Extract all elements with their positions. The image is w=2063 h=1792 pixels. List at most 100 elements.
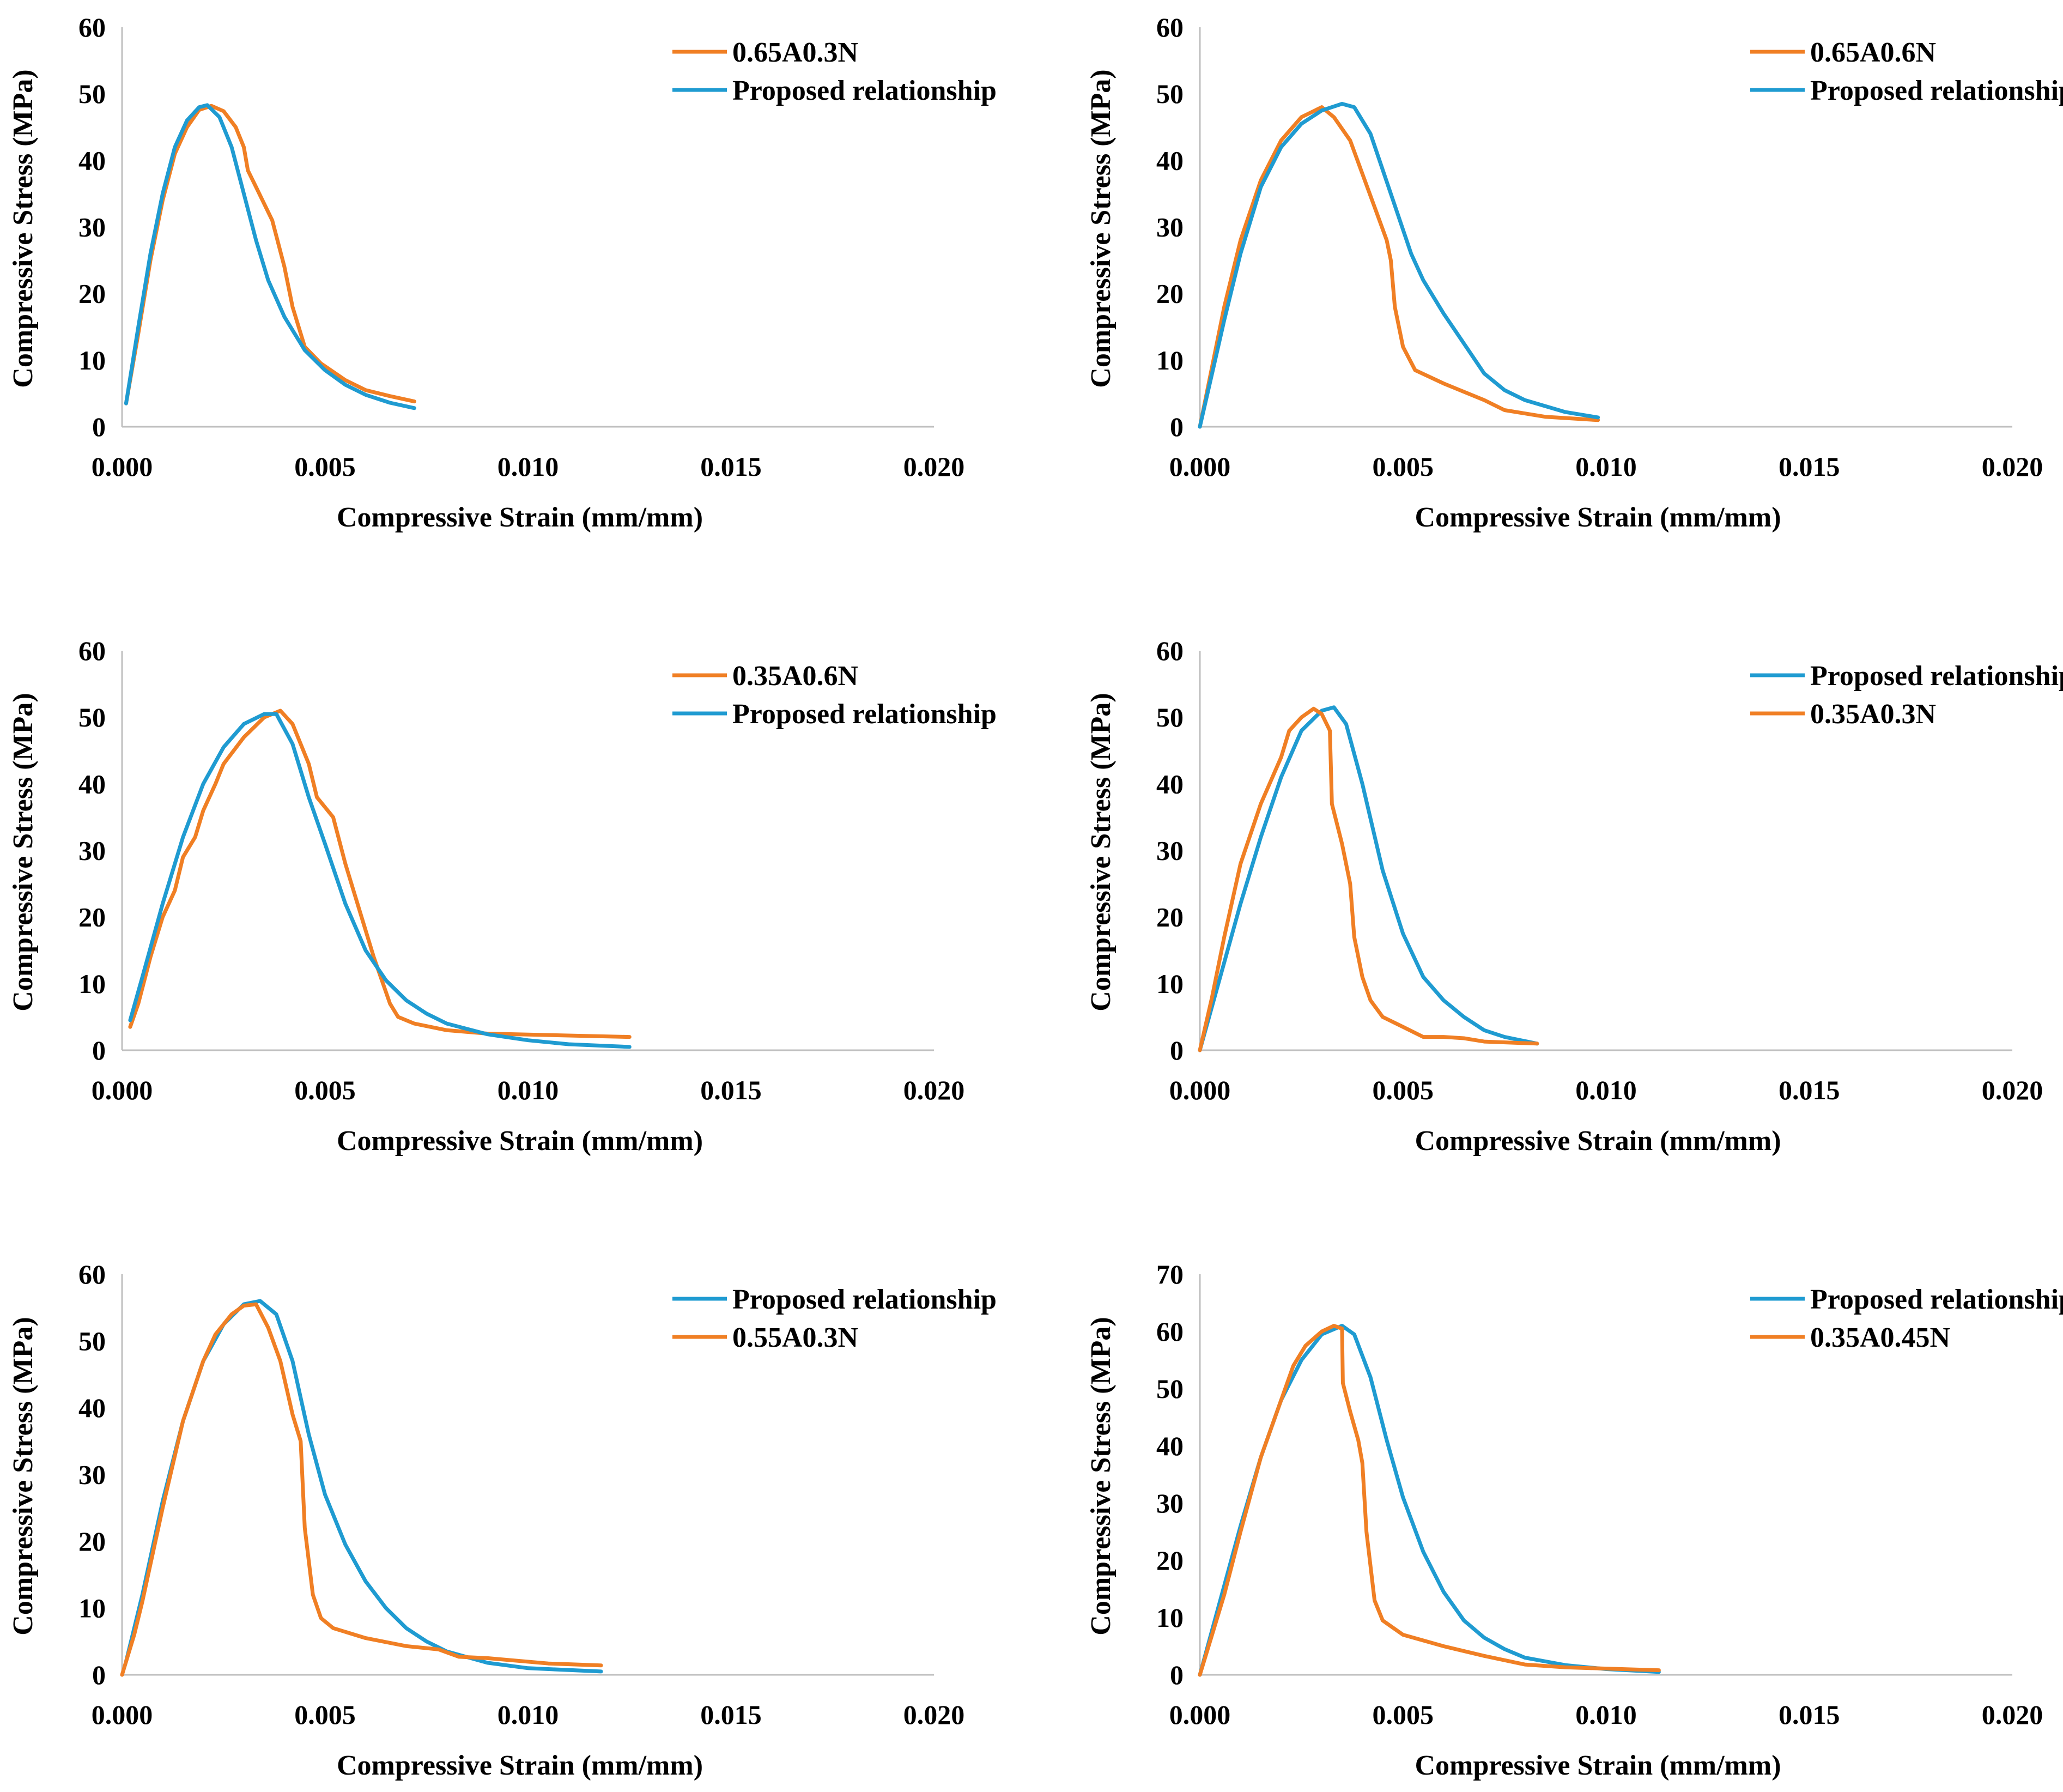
x-tick-label: 0.000 — [1169, 1075, 1231, 1105]
series-line-blue — [128, 712, 632, 1049]
legend-label: 0.35A0.6N — [732, 661, 858, 692]
y-tick-label: 30 — [78, 1460, 106, 1490]
x-tick-label: 0.015 — [700, 451, 762, 482]
y-tick-label: 60 — [1156, 635, 1184, 666]
y-tick-label: 40 — [78, 768, 106, 799]
legend-label: 0.55A0.3N — [732, 1322, 858, 1353]
y-tick-label: 60 — [1156, 1316, 1184, 1347]
legend-label: Proposed relationship — [1810, 75, 2063, 106]
x-tick-label: 0.010 — [1575, 451, 1637, 482]
x-tick-label: 0.010 — [1575, 1075, 1637, 1105]
legend-label: 0.65A0.3N — [732, 37, 858, 68]
y-tick-label: 30 — [78, 212, 106, 243]
chart-top-right: 0.000 0.005 0.010 0.015 0.020 0 10 20 30 40 50 60 Co… — [1085, 12, 2063, 533]
legend-label: 0.65A0.6N — [1810, 37, 1936, 68]
y-axis-title: Compressive Stress (MPa) — [1085, 1317, 1117, 1635]
y-axis-title: Compressive Stress (MPa) — [8, 693, 39, 1011]
y-tick-label: 0 — [1170, 1660, 1184, 1690]
x-tick-label: 0.000 — [92, 451, 153, 482]
chart-top-left: 0.000 0.005 0.010 0.015 0.020 0 10 20 30 40 50 60 Co… — [8, 12, 997, 533]
series-line-orange — [1198, 105, 1600, 429]
x-axis-title: Compressive Strain (mm/mm) — [1415, 502, 1781, 533]
y-tick-label: 30 — [1156, 212, 1184, 243]
x-tick-label: 0.000 — [92, 1699, 153, 1730]
y-tick-label: 30 — [78, 836, 106, 866]
chart-middle-left: 0.000 0.005 0.010 0.015 0.020 0 10 20 30 40 50 60 Co… — [8, 635, 997, 1157]
x-tick-label: 0.020 — [1982, 451, 2043, 482]
x-tick-label: 0.020 — [1982, 1075, 2043, 1105]
x-axis-title: Compressive Strain (mm/mm) — [1415, 1125, 1781, 1157]
x-tick-label: 0.010 — [1575, 1699, 1637, 1730]
series-line-orange — [1198, 1324, 1661, 1677]
y-tick-label: 50 — [78, 1326, 106, 1357]
y-tick-label: 0 — [92, 1035, 106, 1065]
x-tick-label: 0.005 — [1373, 1699, 1434, 1730]
y-tick-label: 0 — [92, 411, 106, 442]
y-tick-label: 20 — [1156, 279, 1184, 309]
y-tick-label: 50 — [1156, 702, 1184, 732]
y-tick-label: 50 — [78, 702, 106, 732]
x-tick-label: 0.020 — [903, 1699, 965, 1730]
y-tick-label: 20 — [1156, 902, 1184, 933]
y-tick-label: 50 — [78, 78, 106, 109]
legend-label: 0.35A0.45N — [1810, 1322, 1950, 1353]
y-tick-label: 10 — [78, 1593, 106, 1624]
x-tick-label: 0.010 — [497, 1075, 559, 1105]
series-line-blue — [1198, 705, 1539, 1052]
x-tick-label: 0.000 — [92, 1075, 153, 1105]
x-axis-title: Compressive Strain (mm/mm) — [337, 502, 703, 533]
y-tick-label: 10 — [1156, 968, 1184, 999]
legend-label: Proposed relationship — [732, 699, 997, 730]
y-tick-label: 40 — [1156, 145, 1184, 175]
legend-label: 0.35A0.3N — [1810, 699, 1936, 730]
y-tick-label: 10 — [1156, 345, 1184, 376]
series-line-orange — [1198, 706, 1539, 1052]
x-tick-label: 0.020 — [903, 451, 965, 482]
series-line-orange — [128, 709, 632, 1039]
x-tick-label: 0.000 — [1169, 1699, 1231, 1730]
y-tick-label: 60 — [78, 12, 106, 43]
x-tick-label: 0.020 — [903, 1075, 965, 1105]
x-tick-label: 0.000 — [1169, 451, 1231, 482]
series-line-blue — [1198, 102, 1600, 429]
y-tick-label: 40 — [78, 1393, 106, 1423]
y-tick-label: 10 — [78, 968, 106, 999]
y-axis-title: Compressive Stress (MPa) — [8, 1317, 39, 1635]
x-tick-label: 0.015 — [1779, 451, 1840, 482]
y-tick-label: 50 — [1156, 1373, 1184, 1404]
legend-label: Proposed relationship — [1810, 661, 2063, 692]
x-tick-label: 0.015 — [1779, 1075, 1840, 1105]
y-tick-label: 40 — [1156, 1431, 1184, 1461]
y-axis-title: Compressive Stress (MPa) — [8, 69, 39, 388]
y-tick-label: 60 — [78, 635, 106, 666]
x-axis-title: Compressive Strain (mm/mm) — [337, 1750, 703, 1781]
y-tick-label: 20 — [78, 1526, 106, 1557]
x-tick-label: 0.015 — [700, 1699, 762, 1730]
y-tick-label: 40 — [1156, 768, 1184, 799]
x-tick-label: 0.005 — [1373, 451, 1434, 482]
y-tick-label: 50 — [1156, 78, 1184, 109]
chart-middle-right: 0.000 0.005 0.010 0.015 0.020 0 10 20 30 40 50 60 Co… — [1085, 635, 2063, 1157]
y-tick-label: 60 — [78, 1259, 106, 1289]
y-tick-label: 20 — [1156, 1545, 1184, 1576]
x-tick-label: 0.020 — [1982, 1699, 2043, 1730]
y-tick-label: 0 — [92, 1660, 106, 1690]
y-tick-label: 10 — [1156, 1602, 1184, 1633]
y-tick-label: 10 — [78, 345, 106, 376]
x-axis-title: Compressive Strain (mm/mm) — [1415, 1750, 1781, 1781]
x-tick-label: 0.010 — [497, 451, 559, 482]
y-tick-label: 70 — [1156, 1259, 1184, 1289]
y-tick-label: 20 — [78, 902, 106, 933]
legend-label: Proposed relationship — [732, 75, 997, 106]
y-tick-label: 0 — [1170, 1035, 1184, 1065]
x-axis-title: Compressive Strain (mm/mm) — [337, 1125, 703, 1157]
chart-bottom-left: 0.000 0.005 0.010 0.015 0.020 0 10 20 30 40 50 60 Co… — [8, 1259, 997, 1781]
x-tick-label: 0.005 — [294, 1075, 356, 1105]
y-tick-label: 30 — [1156, 836, 1184, 866]
x-tick-label: 0.010 — [497, 1699, 559, 1730]
legend-label: Proposed relationship — [1810, 1284, 2063, 1315]
x-tick-label: 0.005 — [1373, 1075, 1434, 1105]
y-tick-label: 30 — [1156, 1488, 1184, 1518]
